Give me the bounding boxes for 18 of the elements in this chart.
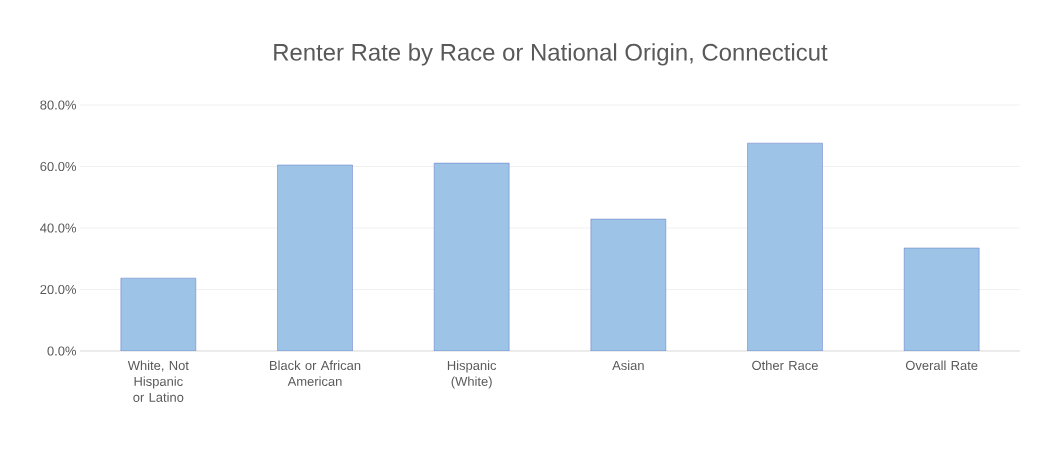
bar bbox=[277, 164, 353, 351]
x-tick-label: Black or African American bbox=[270, 360, 361, 386]
bar bbox=[590, 218, 667, 351]
chart-title: Renter Rate by Race or National Origin, Connecticut bbox=[274, 43, 828, 66]
y-tick-label: 0.0% bbox=[47, 346, 77, 356]
y-tick-label: 20.0% bbox=[40, 284, 77, 295]
y-tick-label: 40.0% bbox=[40, 223, 77, 233]
x-tick-label: Other Race bbox=[752, 360, 818, 371]
y-tick-label: 60.0% bbox=[40, 161, 77, 172]
x-tick-label: White, Not Hispanic or Latino bbox=[127, 360, 189, 402]
bar bbox=[903, 247, 980, 351]
x-tick-label: Overall Rate bbox=[905, 360, 978, 371]
y-tick-label: 80.0% bbox=[40, 100, 77, 110]
bar bbox=[747, 142, 823, 351]
x-tick-label: Asian bbox=[612, 360, 644, 371]
bar bbox=[120, 277, 197, 351]
x-tick-label: Hispanic (White) bbox=[447, 360, 497, 389]
bar bbox=[433, 162, 510, 351]
